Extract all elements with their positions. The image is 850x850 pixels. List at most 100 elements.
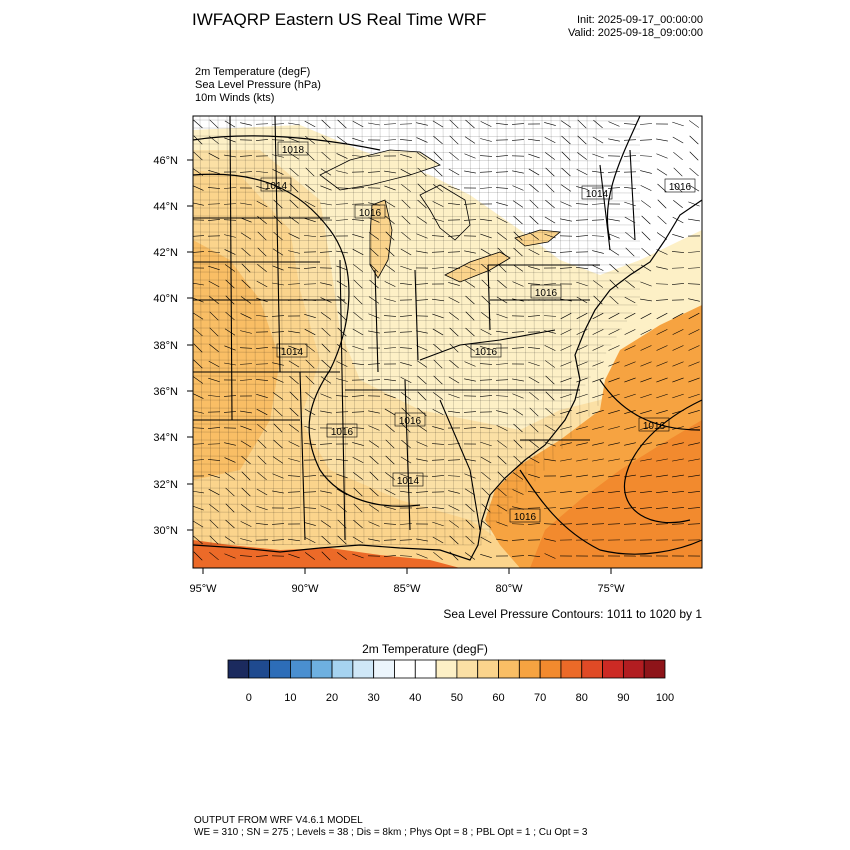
wind-barb (608, 393, 620, 399)
wind-barb (688, 329, 700, 335)
wind-barb (256, 315, 268, 317)
pressure-label-text: 1016 (669, 182, 692, 193)
wind-barb (399, 139, 413, 141)
colorbar-label: 40 (409, 692, 421, 704)
wind-barb (239, 155, 253, 157)
wind-barb (640, 377, 652, 383)
pressure-label: 1016 (326, 423, 358, 438)
wind-barb (592, 410, 604, 414)
wind-barb (512, 378, 524, 382)
wind-barb (513, 231, 523, 241)
wind-barb (241, 504, 251, 512)
wind-barb (384, 488, 396, 496)
wind-barb (688, 345, 700, 351)
wind-barb (640, 298, 652, 302)
county-line (586, 116, 590, 417)
wind-barb (257, 264, 267, 272)
wind-barb (656, 345, 668, 351)
wind-barb (321, 151, 331, 161)
wind-barb (625, 280, 635, 288)
county-line (271, 116, 275, 546)
wind-barb (431, 475, 445, 477)
wind-barb (273, 215, 283, 225)
wind-barb (496, 122, 508, 126)
wind-barb (449, 359, 459, 369)
wind-barb (239, 379, 253, 381)
wind-barb (608, 345, 620, 351)
wind-barb (608, 410, 620, 414)
wind-barb (656, 410, 668, 414)
wind-barb (575, 235, 589, 237)
colorbar-swatch (435, 659, 458, 679)
wind-barb (304, 328, 316, 336)
wind-barb (688, 393, 700, 399)
county-line (193, 271, 641, 274)
wind-barb (320, 202, 332, 206)
wind-barb (527, 523, 541, 525)
wind-barb (544, 424, 556, 432)
wind-barb (511, 139, 525, 141)
wind-barb (288, 458, 300, 462)
wind-barb (639, 155, 653, 157)
wind-barb (289, 424, 299, 432)
wind-barb (240, 313, 252, 319)
wind-barb (193, 135, 203, 145)
wind-barb (431, 459, 445, 461)
wind-barb (272, 154, 284, 158)
wind-barb (449, 535, 459, 545)
wind-barb (640, 185, 652, 191)
county-line (235, 116, 239, 546)
wind-barb (416, 360, 428, 368)
wind-barb (335, 411, 349, 413)
county-line (193, 183, 641, 186)
pressure-label-text: 1014 (281, 347, 304, 358)
wind-barb (224, 264, 236, 272)
county-line (193, 383, 586, 386)
wind-barb (496, 425, 508, 431)
wind-barb (527, 491, 541, 493)
wind-barb (303, 267, 317, 269)
wind-barb (304, 235, 316, 237)
wind-barb (607, 171, 621, 173)
wind-barb (224, 234, 236, 238)
wind-barb (639, 139, 653, 141)
wind-barb (305, 184, 315, 192)
wind-barb (640, 329, 652, 335)
wind-barb (592, 312, 604, 320)
wind-barb (321, 359, 331, 369)
wind-barb (319, 235, 333, 237)
wind-barb (320, 297, 332, 303)
wind-barb (671, 251, 685, 253)
wind-barb (417, 375, 427, 385)
wind-barb (399, 347, 413, 349)
wind-barb (688, 426, 700, 430)
wind-barb (207, 427, 221, 429)
wind-barb (320, 393, 332, 399)
wind-barb (463, 427, 477, 429)
wind-barb (369, 455, 379, 465)
wind-barb (576, 312, 588, 320)
wind-barb (416, 458, 428, 462)
county-line (193, 447, 544, 450)
wind-barb (304, 425, 316, 431)
wind-barb (640, 264, 652, 272)
wind-barb (400, 490, 412, 494)
wind-barb (496, 538, 508, 542)
wind-barb (224, 120, 236, 128)
wind-barb (465, 503, 475, 513)
wind-barb (224, 154, 236, 158)
wind-barb (448, 168, 460, 176)
wind-barb (688, 184, 700, 192)
wind-barb (272, 392, 284, 400)
wind-barb (560, 361, 572, 367)
wind-barb (512, 472, 524, 480)
wind-barb (433, 359, 443, 369)
wind-barb (608, 329, 620, 335)
wind-barb (543, 491, 557, 493)
wind-barb (623, 139, 637, 141)
wind-barb (688, 490, 700, 494)
wind-barb (193, 427, 205, 429)
wind-barb (465, 119, 475, 129)
wind-barb (513, 423, 523, 433)
county-line (193, 287, 641, 290)
